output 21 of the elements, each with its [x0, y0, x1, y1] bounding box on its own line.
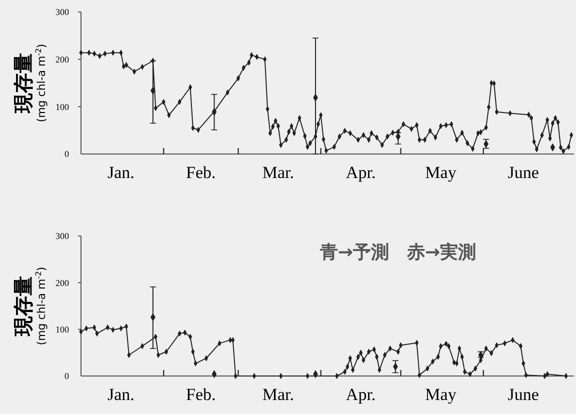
x-tick-label: Apr.	[346, 163, 376, 182]
y-tick-label: 200	[56, 54, 70, 64]
x-tick-label: May	[425, 385, 457, 404]
y-tick-label: 200	[56, 278, 70, 288]
y-tick-label: 100	[56, 102, 70, 112]
x-tick-label: May	[425, 163, 457, 182]
x-tick-label: Feb.	[186, 385, 216, 404]
x-tick-label: Feb.	[186, 163, 216, 182]
x-tick-label: Mar.	[262, 163, 294, 182]
annotation: 青→予測 赤→実測	[318, 242, 476, 263]
y-tick-label: 300	[56, 231, 70, 242]
x-tick-label: Jan.	[108, 385, 134, 404]
x-tick-label: June	[508, 163, 539, 182]
x-tick-label: Apr.	[346, 385, 376, 404]
y-tick-label: 0	[64, 371, 70, 382]
y-tick-label: 0	[64, 149, 70, 160]
y-tick-label: 100	[56, 324, 70, 334]
x-tick-label: Jan.	[108, 163, 134, 182]
y-tick-label: 300	[56, 7, 70, 18]
x-tick-label: Mar.	[262, 385, 294, 404]
x-tick-label: June	[508, 385, 539, 404]
